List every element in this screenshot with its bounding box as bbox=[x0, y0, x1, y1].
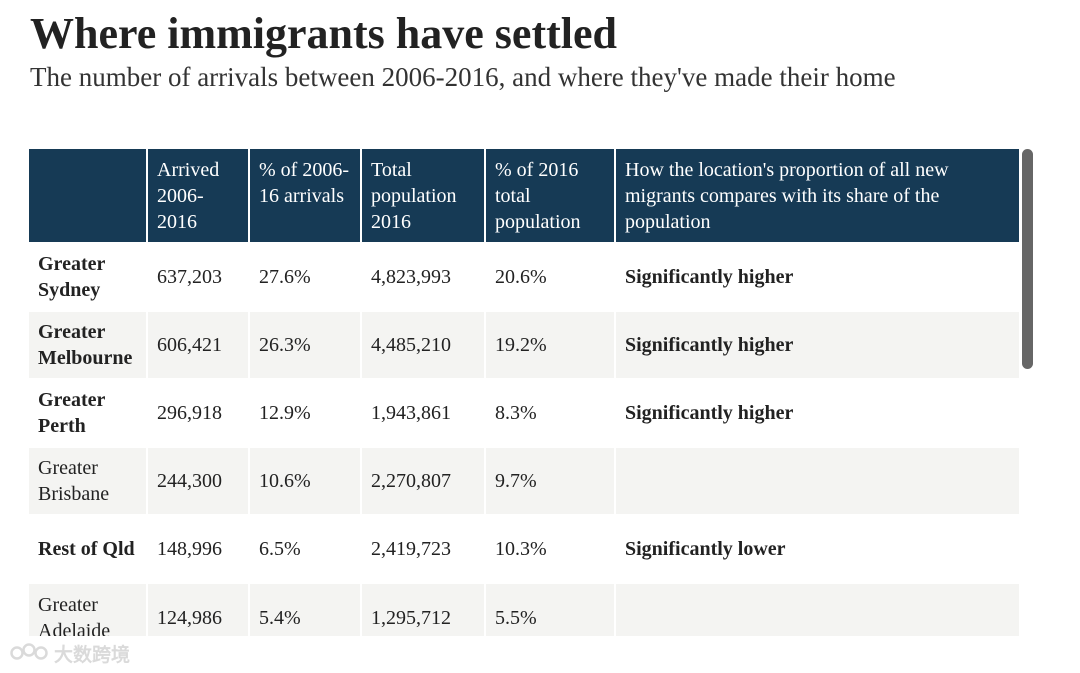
row-pct-arrivals-cell: 5.4% bbox=[248, 583, 361, 636]
row-comparison-cell: Significantly higher bbox=[614, 379, 1019, 447]
row-population-cell: 2,419,723 bbox=[360, 515, 485, 583]
row-location-cell: Greater Perth bbox=[29, 379, 147, 447]
row-population-cell: 4,823,993 bbox=[360, 243, 485, 311]
row-arrived-cell: 124,986 bbox=[146, 583, 249, 636]
column-header-pct-arrivals: % of 2006-16 arrivals bbox=[248, 149, 361, 243]
row-location-cell: Greater Sydney bbox=[29, 243, 147, 311]
row-pct-arrivals-cell: 26.3% bbox=[248, 311, 361, 379]
row-location-cell: Greater Brisbane bbox=[29, 447, 147, 515]
row-pct-population-cell: 9.7% bbox=[484, 447, 615, 515]
row-pct-population-cell: 8.3% bbox=[484, 379, 615, 447]
column-header-population: Total population 2016 bbox=[360, 149, 485, 243]
row-arrived-cell: 148,996 bbox=[146, 515, 249, 583]
row-population-cell: 2,270,807 bbox=[360, 447, 485, 515]
row-arrived-cell: 637,203 bbox=[146, 243, 249, 311]
row-pct-arrivals-cell: 27.6% bbox=[248, 243, 361, 311]
row-population-cell: 1,943,861 bbox=[360, 379, 485, 447]
header-row: Arrived 2006-2016 % of 2006-16 arrivals … bbox=[29, 149, 1019, 243]
column-header-arrived: Arrived 2006-2016 bbox=[146, 149, 249, 243]
data-table: Arrived 2006-2016 % of 2006-16 arrivals … bbox=[29, 149, 1019, 636]
row-comparison-cell: Significantly higher bbox=[614, 311, 1019, 379]
table-row: Greater Adelaide 124,986 5.4% 1,295,712 5.5% bbox=[29, 583, 1019, 636]
row-location-cell: Greater Adelaide bbox=[29, 583, 147, 636]
table-row: Greater Melbourne 606,421 26.3% 4,485,210 19… bbox=[29, 311, 1019, 379]
row-population-cell: 4,485,210 bbox=[360, 311, 485, 379]
row-pct-population-cell: 19.2% bbox=[484, 311, 615, 379]
row-pct-arrivals-cell: 10.6% bbox=[248, 447, 361, 515]
column-header-comparison: How the location's proportion of all new… bbox=[614, 149, 1019, 243]
page-subtitle: The number of arrivals between 2006-2016… bbox=[30, 62, 896, 92]
row-location-cell: Greater Melbourne bbox=[29, 311, 147, 379]
table-row: Greater Brisbane 244,300 10.6% 2,270,807 9.7… bbox=[29, 447, 1019, 515]
table-row: Rest of Qld 148,996 6.5% 2,419,723 10.3% Sign… bbox=[29, 515, 1019, 583]
row-arrived-cell: 296,918 bbox=[146, 379, 249, 447]
row-arrived-cell: 244,300 bbox=[146, 447, 249, 515]
watermark-text: 大数跨境 bbox=[54, 643, 131, 666]
row-location-cell: Rest of Qld bbox=[29, 515, 147, 583]
watermark: 大数跨境 bbox=[10, 640, 130, 666]
row-comparison-cell: Significantly lower bbox=[614, 515, 1019, 583]
row-comparison-cell bbox=[614, 583, 1019, 636]
row-comparison-cell bbox=[614, 447, 1019, 515]
table-header: Arrived 2006-2016 % of 2006-16 arrivals … bbox=[29, 149, 1019, 243]
table-scrollbar[interactable] bbox=[1021, 149, 1035, 636]
scrollbar-thumb[interactable] bbox=[1022, 149, 1033, 369]
page-title: Where immigrants have settled bbox=[30, 9, 617, 58]
row-pct-population-cell: 20.6% bbox=[484, 243, 615, 311]
row-population-cell: 1,295,712 bbox=[360, 583, 485, 636]
watermark-logo-icon bbox=[10, 642, 48, 664]
row-comparison-cell: Significantly higher bbox=[614, 243, 1019, 311]
row-pct-arrivals-cell: 6.5% bbox=[248, 515, 361, 583]
column-header-pct-population: % of 2016 total population bbox=[484, 149, 615, 243]
table-body: Greater Sydney 637,203 27.6% 4,823,993 20.6%… bbox=[29, 243, 1019, 636]
row-arrived-cell: 606,421 bbox=[146, 311, 249, 379]
row-pct-population-cell: 5.5% bbox=[484, 583, 615, 636]
table-row: Greater Perth 296,918 12.9% 1,943,861 8.3% Si… bbox=[29, 379, 1019, 447]
table-row: Greater Sydney 637,203 27.6% 4,823,993 20.6%… bbox=[29, 243, 1019, 311]
column-header-location bbox=[29, 149, 147, 243]
row-pct-arrivals-cell: 12.9% bbox=[248, 379, 361, 447]
table-scroll-container[interactable]: Arrived 2006-2016 % of 2006-16 arrivals … bbox=[29, 149, 1019, 636]
row-pct-population-cell: 10.3% bbox=[484, 515, 615, 583]
